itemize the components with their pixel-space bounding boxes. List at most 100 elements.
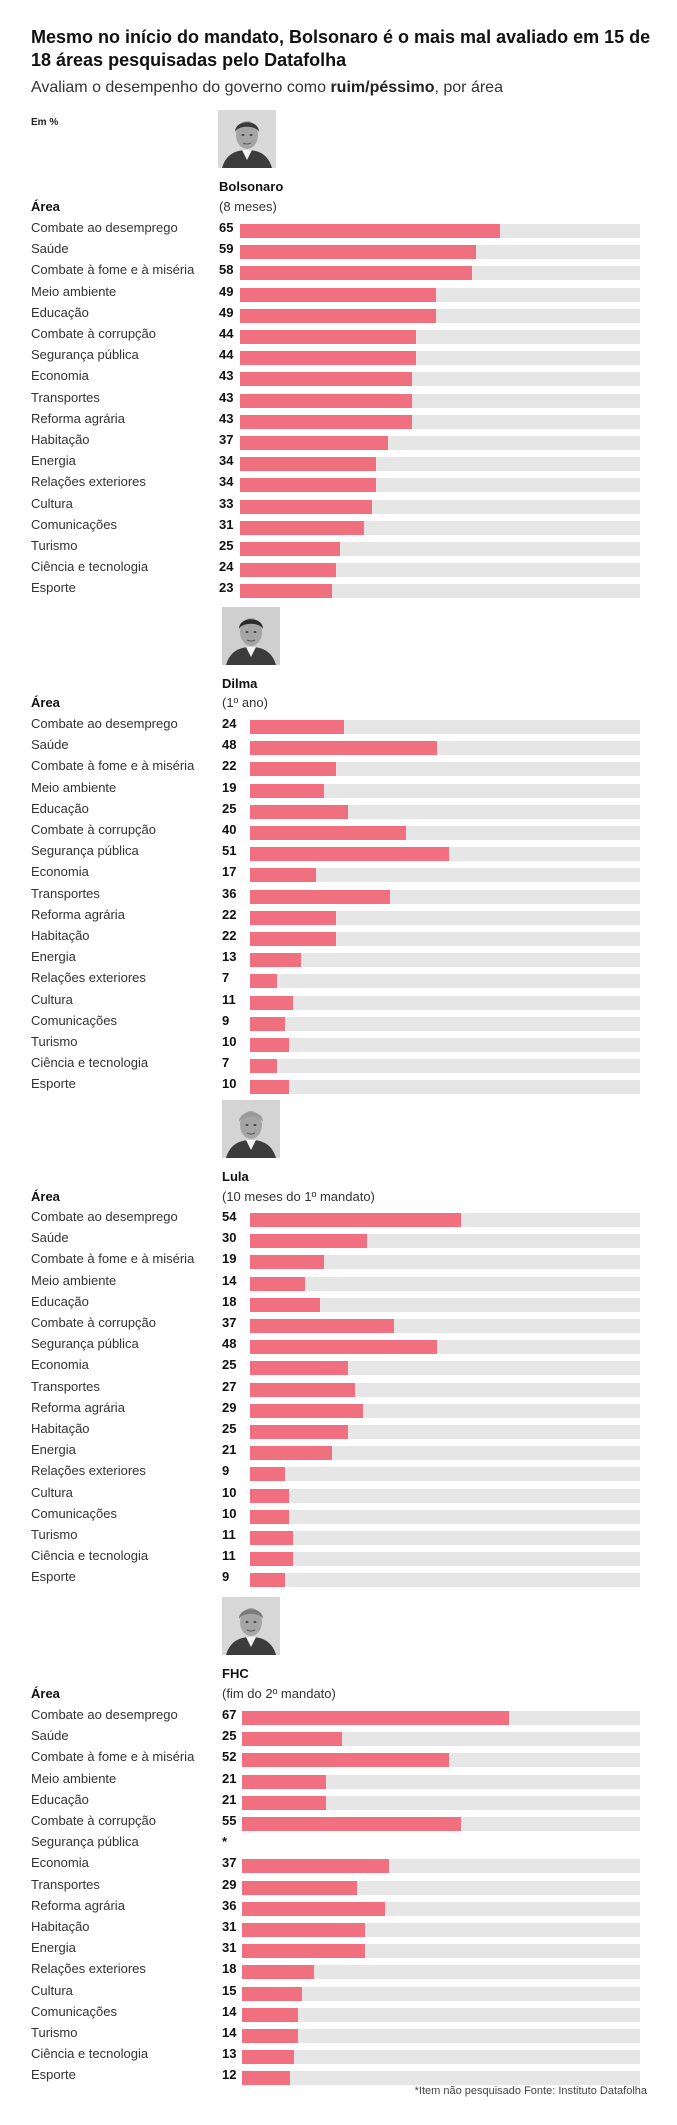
category-label: Reforma agrária [31, 906, 125, 922]
value-label: 11 [222, 991, 236, 1007]
subtitle-suffix: , por área [434, 79, 503, 96]
bar-track [240, 584, 640, 599]
bar-row: Educação 25 [31, 800, 640, 821]
category-label: Reforma agrária [31, 410, 125, 426]
category-label: Comunicações [31, 1505, 117, 1521]
bar-row: Saúde 59 [31, 240, 640, 261]
bar-row: Ciência e tecnologia 13 [31, 2045, 640, 2066]
bar [240, 393, 412, 408]
value-label: 54 [222, 1209, 237, 1224]
value-label: 11 [222, 1548, 236, 1564]
bar-track [250, 1080, 640, 1095]
category-label: Combate à corrupção [31, 1813, 157, 1828]
category-label: Transportes [31, 885, 100, 901]
bar [250, 932, 336, 946]
bar-track [242, 1732, 640, 1747]
bar-row: Habitação 31 [31, 1918, 640, 1939]
category-label: Habitação [31, 1421, 90, 1436]
bar-track [240, 393, 640, 408]
bar [240, 351, 416, 366]
category-label: Energia [31, 1940, 76, 1956]
bar-track [250, 826, 640, 840]
value-label: 59 [219, 241, 234, 257]
bar-track [240, 499, 640, 514]
bar [242, 1880, 358, 1895]
bar-track [240, 308, 640, 323]
bar-row: Economia 17 [31, 863, 640, 884]
category-label: Meio ambiente [31, 283, 117, 299]
bar [250, 1467, 286, 1482]
category-label: Esporte [31, 1076, 76, 1092]
panel-period: (1º ano) [222, 695, 268, 710]
category-label: Combate ao desemprego [31, 1707, 178, 1722]
bar [240, 563, 336, 578]
value-label: 18 [222, 1961, 237, 1977]
bar-row: Reforma agrária 36 [31, 1897, 640, 1918]
value-label: 14 [222, 2003, 237, 2019]
value-label: 37 [219, 432, 234, 447]
bar-row: Combate à fome e à miséria 22 [31, 757, 640, 778]
bar-row: Habitação 22 [31, 927, 640, 948]
subtitle-text: Avaliam o desempenho do governo como [31, 79, 331, 96]
value-label: 43 [219, 389, 234, 405]
category-label: Esporte [31, 2067, 76, 2083]
value-label: 58 [219, 262, 234, 278]
panel-period: (10 meses do 1º mandato) [222, 1189, 375, 1204]
category-label: Combate à corrupção [31, 326, 157, 341]
bar-row: Turismo 10 [31, 1033, 640, 1054]
value-label: 43 [219, 368, 234, 384]
bar [250, 995, 293, 1010]
bar-track [250, 762, 640, 777]
bar-track [242, 2050, 640, 2065]
value-label: 34 [219, 474, 234, 490]
category-label: Turismo [31, 538, 78, 553]
bar [250, 1080, 289, 1095]
bar-row: Saúde 30 [31, 1229, 640, 1250]
bar [250, 1509, 289, 1524]
value-label: 44 [219, 326, 234, 341]
bar-row: Turismo 11 [31, 1526, 640, 1547]
value-label: 10 [222, 1076, 237, 1092]
bar [250, 1255, 325, 1270]
value-label: 33 [219, 495, 234, 511]
bar-row: Energia 13 [31, 948, 640, 969]
bar-row: Ciência e tecnologia 7 [31, 1054, 640, 1075]
value-label: 67 [222, 1707, 237, 1722]
bar-track [240, 351, 640, 366]
value-label: 48 [222, 737, 237, 753]
category-label: Ciência e tecnologia [31, 2046, 149, 2062]
category-label: Combate ao desemprego [31, 716, 178, 731]
portrait-dilma [222, 607, 280, 665]
bar-track [240, 520, 640, 535]
bar-track [240, 224, 640, 238]
bar-track [250, 1552, 640, 1567]
bar-row: Reforma agrária 22 [31, 906, 640, 927]
category-label: Combate à fome e à miséria [31, 1749, 195, 1765]
bar [240, 308, 436, 323]
panel-title: FHC [222, 1666, 249, 1681]
bar [250, 1382, 356, 1397]
category-label: Combate à corrupção [31, 822, 157, 837]
bar [242, 1859, 390, 1874]
bar [250, 741, 438, 756]
category-label: Energia [31, 949, 76, 965]
bar-row: Meio ambiente 21 [31, 1770, 640, 1791]
bar-row: Esporte 12 [31, 2066, 640, 2087]
bar-track [242, 1795, 640, 1810]
value-label: 19 [222, 779, 237, 795]
bar [250, 762, 336, 777]
category-label: Segurança pública [31, 1336, 139, 1352]
bar-row: Esporte 23 [31, 579, 640, 600]
area-column-header: Área [31, 695, 60, 710]
bar-track [250, 1531, 640, 1545]
value-label: 51 [222, 843, 237, 859]
value-label: 43 [219, 410, 234, 426]
value-label: 34 [219, 453, 234, 469]
footnote: *Item não pesquisado Fonte: Instituto Da… [414, 2085, 647, 2097]
bar-row: Esporte 9 [31, 1568, 640, 1589]
category-label: Meio ambiente [31, 779, 117, 795]
category-label: Cultura [31, 991, 73, 1007]
bar-row: Comunicações 14 [31, 2003, 640, 2024]
value-label: 31 [219, 516, 234, 532]
value-label: 30 [222, 1230, 237, 1246]
